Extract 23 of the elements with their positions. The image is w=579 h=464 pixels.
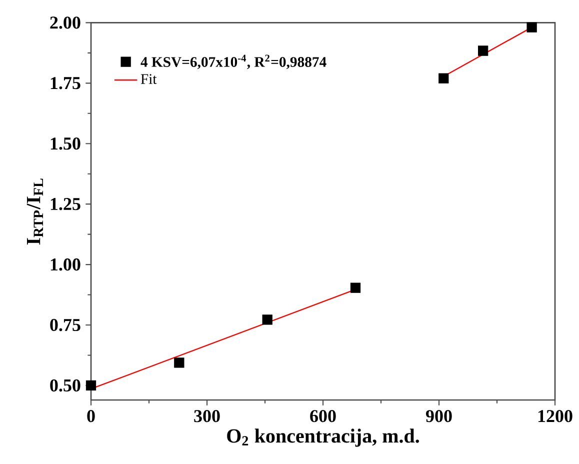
point [262, 314, 272, 325]
y-tick-label: 0.50 [50, 379, 80, 392]
y-tick-label: 1.25 [50, 198, 80, 210]
legend-label: 4 KSV=6,07x10$^{-4}$, R$^{2}$=0,98874 [140, 54, 326, 70]
point [350, 282, 361, 293]
y-tick-label: 1.75 [50, 77, 80, 90]
point [86, 380, 96, 391]
legend-label: Fit [140, 74, 157, 84]
x-tick-label: 600 [310, 410, 336, 422]
x-tick-label: 900 [426, 410, 452, 422]
point [478, 46, 488, 56]
point [526, 22, 537, 32]
x-axis-title: O$_{2}$ koncentracija, m.d. [227, 428, 419, 447]
y-tick-label: 0.75 [50, 318, 80, 332]
y-tick-label: 2.00 [50, 16, 80, 29]
y-axis-title: I$_{RTP}$/I$_{FL}$ [26, 178, 43, 245]
point [174, 358, 184, 368]
x-tick-label: 300 [194, 410, 220, 422]
y-tick-label: 1.00 [50, 258, 80, 271]
x-tick-label: 1200 [538, 410, 572, 422]
point [438, 73, 449, 84]
x-tick-label: 0 [87, 410, 95, 422]
y-tick-label: 1.50 [50, 138, 80, 150]
